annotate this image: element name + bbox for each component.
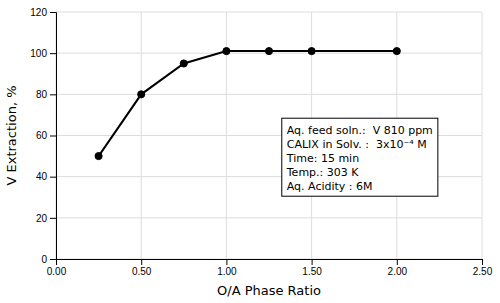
point	[138, 91, 145, 98]
y-tick-mark	[50, 259, 56, 260]
y-tick-label: 60	[36, 130, 48, 141]
grid-line-y	[56, 94, 482, 95]
grid	[56, 12, 482, 259]
point	[265, 48, 272, 55]
y-tick: 40	[36, 171, 56, 182]
x-tick: 1.00	[217, 259, 237, 277]
point	[393, 48, 400, 55]
y-tick-mark	[50, 177, 56, 178]
y-tick-mark	[50, 94, 56, 95]
y-tick-label: 20	[36, 213, 48, 224]
y-tick-label: 0	[41, 254, 47, 265]
point	[308, 48, 315, 55]
annotation-text: Temp.: 303 K	[286, 166, 360, 179]
annotation-text: Aq. Acidity : 6M	[287, 180, 373, 193]
point	[180, 60, 187, 67]
y-tick-mark	[50, 12, 56, 13]
x-tick: 1.50	[302, 259, 322, 277]
point	[95, 153, 102, 160]
x-tick-mark	[397, 259, 398, 265]
annotation-box	[282, 118, 438, 196]
x-tick: 0.00	[47, 259, 67, 277]
annotation: Aq. feed soln.: V 810 ppmCALIX in Solv. …	[282, 118, 438, 196]
grid-line-y	[56, 12, 482, 13]
y-tick: 80	[36, 89, 56, 100]
point	[223, 48, 230, 55]
x-tick-label: 2.00	[388, 266, 408, 277]
x-tick-label: 0.50	[132, 266, 152, 277]
x-tick: 0.50	[132, 259, 152, 277]
y-tick-label: 100	[30, 48, 47, 59]
chart: 0.00 0.50 1.00 1.50 2.00 2.50 0 20 40 60 80 100 120 A…	[0, 0, 500, 303]
y-tick-label: 40	[36, 171, 48, 182]
y-axis-title: V Extraction, %	[4, 85, 19, 185]
x-axis: 0.00 0.50 1.00 1.50 2.00 2.50	[47, 259, 493, 277]
y-axis: 0 20 40 60 80 100 120	[30, 7, 56, 265]
annotation-text: Time: 15 min	[286, 152, 359, 165]
grid-line-y	[56, 217, 482, 218]
plot: 0.00 0.50 1.00 1.50 2.00 2.50 0 20 40 60 80 100 120 A…	[30, 7, 492, 277]
x-tick: 2.00	[388, 259, 408, 277]
y-tick: 60	[36, 130, 56, 141]
x-tick-label: 1.00	[217, 266, 237, 277]
y-tick: 100	[30, 48, 56, 59]
x-tick-label: 1.50	[302, 266, 322, 277]
y-tick-mark	[50, 218, 56, 219]
y-tick: 120	[30, 7, 56, 18]
x-axis-title: O/A Phase Ratio	[217, 283, 321, 298]
y-tick-mark	[50, 53, 56, 54]
y-tick-label: 80	[36, 89, 48, 100]
x-tick-mark	[226, 259, 227, 265]
annotation-text: CALIX in Solv. : 3x10⁻⁴ M	[287, 138, 427, 151]
x-tick-label: 0.00	[47, 266, 67, 277]
y-tick: 0	[41, 254, 56, 265]
x-tick-mark	[141, 259, 142, 265]
y-tick-label: 120	[30, 7, 47, 18]
y-tick: 20	[36, 213, 56, 224]
x-tick-label: 2.50	[473, 266, 493, 277]
y-tick-mark	[50, 136, 56, 137]
y-axis-line	[50, 13, 57, 260]
x-tick-mark	[312, 259, 313, 265]
x-tick-mark	[482, 259, 483, 265]
annotation-text: Aq. feed soln.: V 810 ppm	[287, 124, 433, 137]
x-tick: 2.50	[473, 259, 493, 277]
x-axis-line	[57, 260, 483, 266]
